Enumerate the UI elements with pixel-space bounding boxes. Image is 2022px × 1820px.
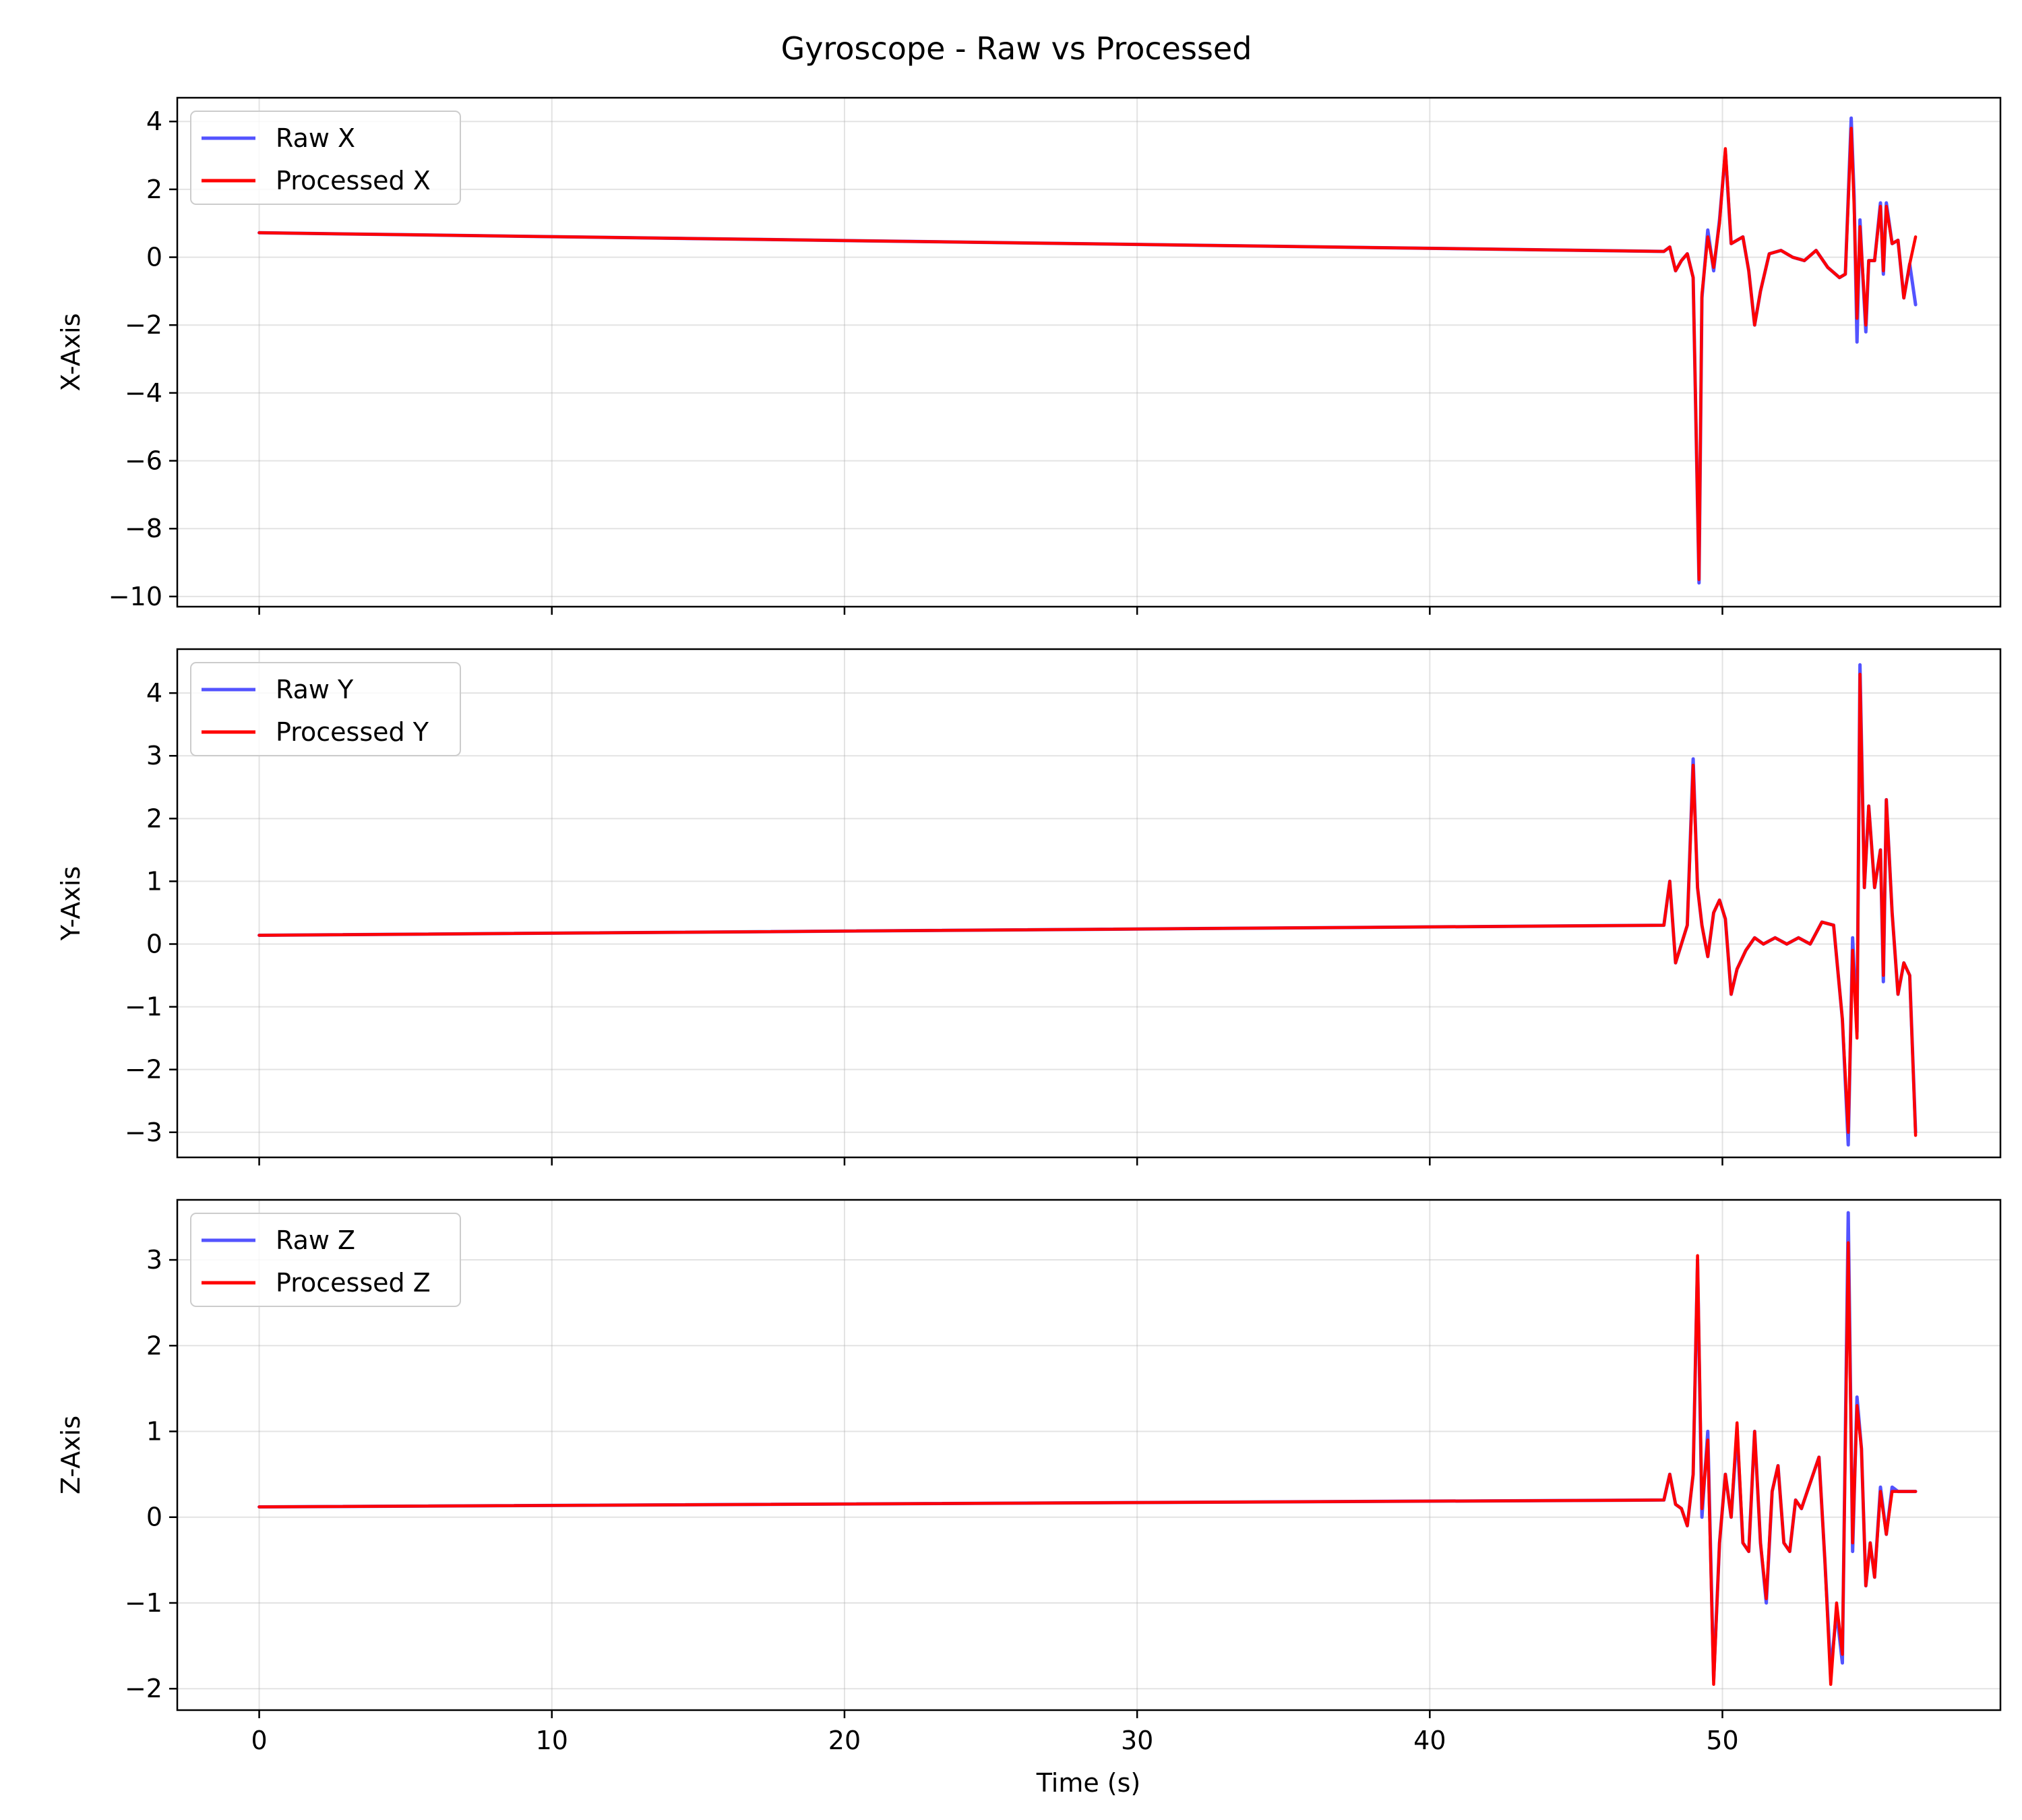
- y-tick-label: 2: [146, 1331, 162, 1360]
- y-tick-label: 1: [146, 866, 162, 896]
- subplot-y-axis: 4 3 2 1 0 −1 −2 −3 Y-Axis Raw Y Processed Y: [56, 648, 2002, 1165]
- x-axis-label: Time (s): [1036, 1768, 1141, 1798]
- y-tick-label: 0: [146, 930, 162, 959]
- legend-label: Processed X: [276, 166, 431, 195]
- legend-label: Raw X: [276, 123, 355, 153]
- x-tick-label: 50: [1706, 1726, 1738, 1755]
- series-group-y: [257, 663, 1918, 1147]
- legend-label: Processed Y: [276, 717, 429, 747]
- y-tick-label: −6: [125, 446, 162, 476]
- y-tick-label: 0: [146, 243, 162, 272]
- figure-title: Gyroscope - Raw vs Processed: [781, 30, 1252, 67]
- y-tick-label: 4: [146, 678, 162, 708]
- y-tick-label: 3: [146, 741, 162, 770]
- legend-y: Raw Y Processed Y: [190, 662, 461, 756]
- legend-box: [190, 111, 461, 205]
- x-tick-label: 30: [1121, 1726, 1153, 1755]
- y-tick-label: −2: [125, 310, 162, 340]
- y-tick-label: 2: [146, 803, 162, 833]
- grid-y: [177, 649, 2000, 1157]
- y-axis-label-x: X-Axis: [56, 313, 86, 392]
- series-group-z: [257, 1211, 1918, 1687]
- processed-y-line: [257, 672, 1918, 1137]
- legend-x: Raw X Processed X: [190, 111, 461, 205]
- y-tick-label: 0: [146, 1503, 162, 1532]
- series-group-x: [257, 116, 1918, 585]
- y-tick-label: −10: [109, 582, 162, 611]
- y-tick-label: −8: [125, 514, 162, 543]
- y-tick-label: 3: [146, 1245, 162, 1275]
- legend-box: [190, 1213, 461, 1307]
- y-tick-label: −2: [125, 1055, 162, 1085]
- y-tick-label: −3: [125, 1118, 162, 1147]
- y-axis-label-z: Z-Axis: [56, 1416, 86, 1494]
- plot-frame-y: [176, 648, 2002, 1159]
- legend-z: Raw Z Processed Z: [190, 1213, 461, 1307]
- y-tick-label: −4: [125, 378, 162, 408]
- plot-frame-z: [176, 1199, 2002, 1711]
- x-tick-label: 0: [251, 1726, 267, 1755]
- processed-z-line: [257, 1241, 1918, 1687]
- y-tick-label: −1: [125, 1588, 162, 1618]
- y-tick-label: −2: [125, 1674, 162, 1703]
- y-tick-label: 2: [146, 175, 162, 204]
- x-tick-label: 20: [828, 1726, 861, 1755]
- y-axis-label-y: Y-Axis: [56, 866, 86, 941]
- legend-label: Raw Z: [276, 1225, 355, 1255]
- processed-x-line: [257, 127, 1918, 581]
- plot-frame-x: [176, 96, 2002, 608]
- y-tick-label: 4: [146, 107, 162, 136]
- y-tick-label: 1: [146, 1417, 162, 1447]
- legend-box: [190, 662, 461, 756]
- y-tick-label: −1: [125, 992, 162, 1022]
- legend-label: Raw Y: [276, 675, 354, 704]
- x-tick-label: 10: [536, 1726, 568, 1755]
- x-tick-label: 40: [1413, 1726, 1446, 1755]
- legend-label: Processed Z: [276, 1268, 431, 1298]
- subplot-x-axis: 4 2 0 −2 −4 −6 −8 −10 X-Axis Raw X Processed X: [56, 96, 2002, 615]
